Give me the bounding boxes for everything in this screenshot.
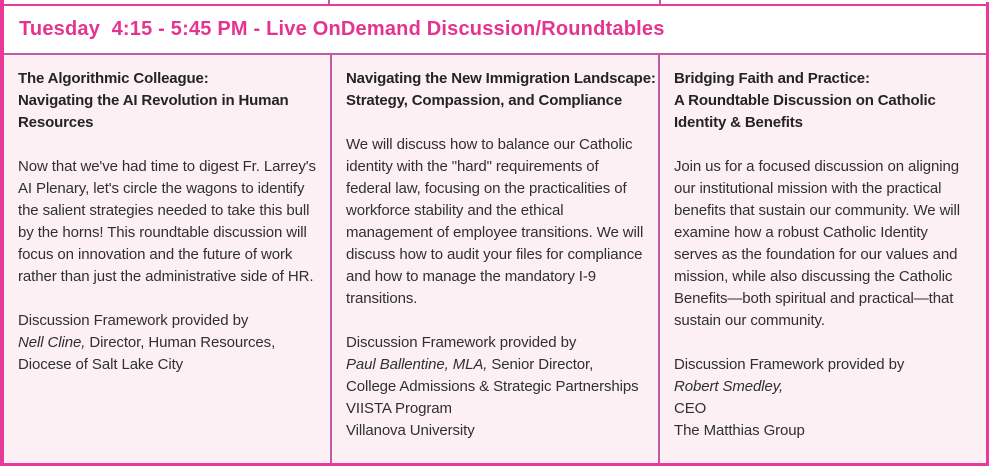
presenter-name: Nell Cline,: [18, 334, 86, 351]
credit-intro: Discussion Framework provided by: [18, 312, 249, 329]
top-grid-stub: [659, 0, 661, 5]
presenter-role: Senior Director,: [487, 356, 594, 373]
roundtable-columns: The Algorithmic Colleague: Navigating th…: [4, 55, 986, 463]
credit-line: The Matthias Group: [674, 420, 973, 442]
session-title-line: Strategy, Compassion, and Compliance: [346, 92, 623, 109]
session-title: Navigating the New Immigration Landscape…: [346, 68, 656, 112]
session-title-line: A Roundtable Discussion on Catholic: [674, 92, 936, 109]
presenter-name: Paul Ballentine, MLA,: [346, 356, 488, 373]
credit-line: VIISTA Program: [346, 398, 645, 420]
session-credit: Discussion Framework provided by Nell Cl…: [18, 310, 317, 376]
schedule-table: Tuesday 4:15 - 5:45 PM - Live OnDemand D…: [4, 4, 986, 466]
presenter-role: CEO: [674, 400, 707, 417]
session-card-immigration-landscape: Navigating the New Immigration Landscape…: [330, 55, 658, 463]
presenter-name: Robert Smedley,: [674, 378, 784, 395]
top-grid-stub: [328, 0, 330, 5]
session-card-faith-and-practice: Bridging Faith and Practice: A Roundtabl…: [658, 55, 986, 463]
presenter-dept: College Admissions & Strategic Partnersh…: [346, 378, 639, 395]
presenter-org: Villanova University: [346, 422, 475, 439]
credit-line: Robert Smedley,: [674, 376, 973, 398]
session-description: We will discuss how to balance our Catho…: [346, 136, 644, 307]
right-border: [986, 2, 989, 466]
credit-line: Paul Ballentine, MLA, Senior Director,: [346, 354, 645, 376]
session-description: Now that we've had time to digest Fr. La…: [18, 158, 316, 285]
credit-line: Nell Cline, Director, Human Resources,: [18, 332, 317, 354]
session-title-line: Bridging Faith and Practice:: [674, 70, 870, 87]
credit-intro: Discussion Framework provided by: [346, 334, 577, 351]
session-description: Join us for a focused discussion on alig…: [674, 158, 960, 329]
session-card-algorithmic-colleague: The Algorithmic Colleague: Navigating th…: [4, 55, 330, 463]
credit-line: Diocese of Salt Lake City: [18, 354, 317, 376]
session-title-line: The Algorithmic Colleague:: [18, 70, 209, 87]
left-border: [0, 0, 4, 466]
session-credit: Discussion Framework provided by Paul Ba…: [346, 332, 645, 442]
session-title-line: Resources: [18, 114, 94, 131]
session-header-title: Tuesday 4:15 - 5:45 PM - Live OnDemand D…: [19, 18, 665, 40]
credit-line: Villanova University: [346, 420, 645, 442]
session-title: Bridging Faith and Practice: A Roundtabl…: [674, 68, 973, 134]
credit-intro: Discussion Framework provided by: [674, 356, 905, 373]
session-title-line: Identity & Benefits: [674, 114, 803, 131]
session-title-line: Navigating the New Immigration Landscape…: [346, 70, 656, 87]
presenter-org: The Matthias Group: [674, 422, 805, 439]
presenter-role: Director, Human Resources,: [85, 334, 276, 351]
credit-line: CEO: [674, 398, 973, 420]
credit-line: College Admissions & Strategic Partnersh…: [346, 376, 645, 398]
session-title-line: Navigating the AI Revolution in Human: [18, 92, 289, 109]
session-header-row: Tuesday 4:15 - 5:45 PM - Live OnDemand D…: [4, 6, 986, 55]
session-credit: Discussion Framework provided by Robert …: [674, 354, 973, 442]
presenter-org: Diocese of Salt Lake City: [18, 356, 184, 373]
session-title: The Algorithmic Colleague: Navigating th…: [18, 68, 317, 134]
presenter-program: VIISTA Program: [346, 400, 452, 417]
